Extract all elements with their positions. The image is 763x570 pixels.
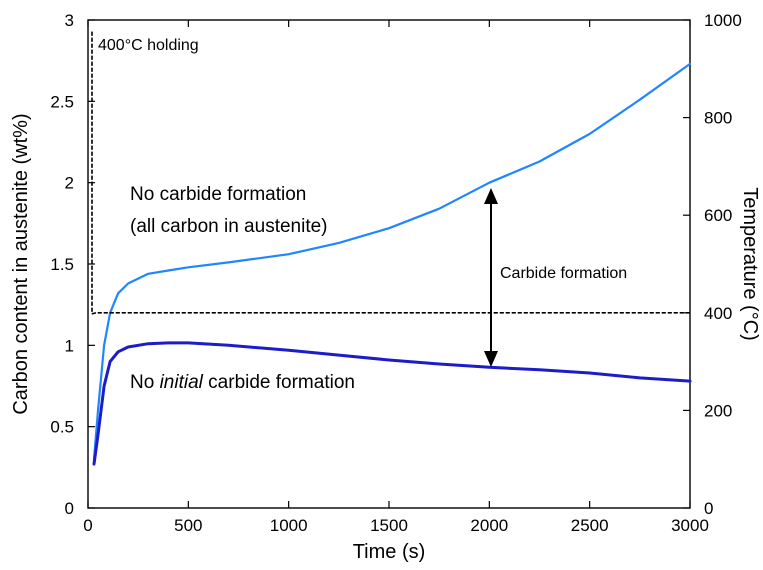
series-group bbox=[91, 31, 692, 466]
annotation-no-initial-carbide: No initial carbide formation bbox=[130, 372, 355, 393]
carbide-arrow-head-bottom bbox=[484, 351, 498, 367]
y2-tick-label: 600 bbox=[704, 206, 732, 225]
y-tick-label: 3 bbox=[65, 11, 74, 30]
y2-tick-label: 1000 bbox=[704, 11, 742, 30]
series-line-1 bbox=[92, 341, 692, 466]
y-axis-title: Carbon content in austenite (wt%) bbox=[10, 113, 32, 414]
x-tick-label: 2500 bbox=[571, 516, 609, 535]
y-tick-label: 1.5 bbox=[50, 255, 74, 274]
x-tick-label: 2000 bbox=[470, 516, 508, 535]
plot-frame bbox=[87, 19, 691, 509]
axis-ticks: 0 500 1000 1500 2000 2500 300000.511.522.53020… bbox=[50, 11, 741, 535]
y-tick-label: 1 bbox=[65, 336, 74, 355]
y2-tick-label: 800 bbox=[704, 109, 732, 128]
annotation-holding: 400°C holding bbox=[98, 37, 199, 54]
annotation-no-carbide-line1: No carbide formation bbox=[130, 184, 306, 205]
y-tick-label: 0.5 bbox=[50, 418, 74, 437]
y2-tick-label: 200 bbox=[704, 401, 732, 420]
annotation-carbide-formation: Carbide formation bbox=[500, 265, 627, 282]
x-tick-label: 500 bbox=[174, 516, 202, 535]
x-tick-label: 1500 bbox=[370, 516, 408, 535]
series-line-0 bbox=[92, 62, 692, 461]
y2-axis-title: Temperature (°C) bbox=[739, 187, 761, 341]
y-tick-label: 0 bbox=[65, 499, 74, 518]
x-tick-label: 1000 bbox=[270, 516, 308, 535]
series-line-2 bbox=[91, 31, 691, 315]
no-initial-part3: carbide formation bbox=[203, 372, 355, 393]
y2-tick-label: 400 bbox=[704, 304, 732, 323]
y2-tick-label: 0 bbox=[704, 499, 713, 518]
annotation-no-carbide-line2: (all carbon in austenite) bbox=[130, 216, 328, 237]
x-axis-title: Time (s) bbox=[353, 541, 426, 563]
x-tick-label: 3000 bbox=[671, 516, 709, 535]
x-tick-label: 0 bbox=[83, 516, 92, 535]
carbide-arrow bbox=[484, 188, 498, 367]
no-initial-part2: initial bbox=[160, 372, 204, 393]
y-tick-label: 2.5 bbox=[50, 92, 74, 111]
y-tick-label: 2 bbox=[65, 174, 74, 193]
no-initial-part1: No bbox=[130, 372, 160, 393]
carbide-arrow-head-top bbox=[484, 188, 498, 204]
